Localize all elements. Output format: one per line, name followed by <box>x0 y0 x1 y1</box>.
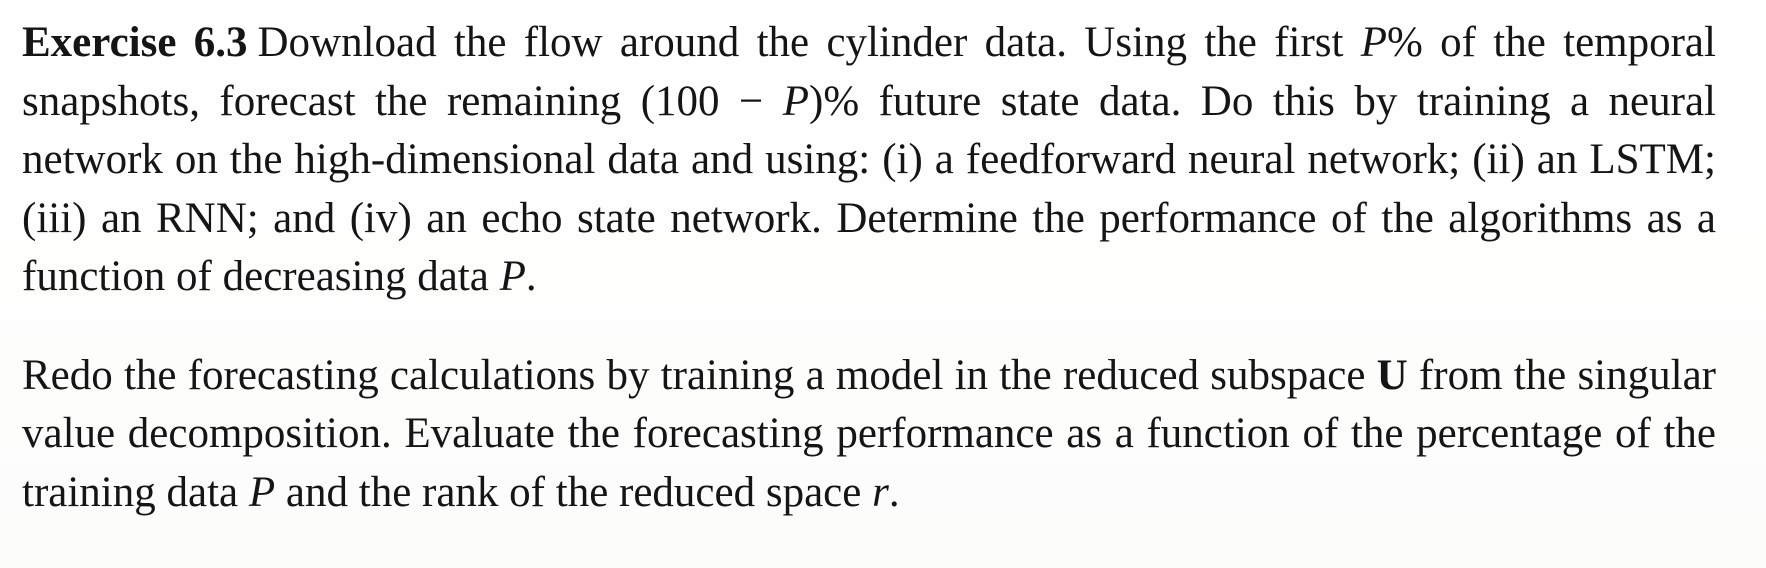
p1-text-2: % of the tem­poral snapshots, forecast t… <box>22 19 1716 125</box>
exercise-paragraph-1: Exercise 6.3 Download the flow around the… <box>22 14 1716 307</box>
p2-text-2: from the singular value decomposition. E… <box>22 351 1716 516</box>
p2-var-r: r <box>872 468 889 516</box>
p2-text-3: and the rank of the reduced space <box>275 468 873 516</box>
p1-text-4: . <box>525 253 537 300</box>
exercise-paragraph-2: Redo the forecasting calculations by tra… <box>22 347 1716 523</box>
p1-text-1: Download the flow around the cylinder da… <box>257 19 1361 66</box>
p1-text-3: )% future state data. Do this by trainin… <box>22 77 1716 301</box>
p2-var-u: U <box>1376 351 1408 399</box>
exercise-label: Exercise 6.3 <box>22 19 248 66</box>
p1-var-p-1: P <box>1360 19 1388 66</box>
p2-var-p: P <box>248 468 276 516</box>
p1-var-p-2: P <box>782 77 809 125</box>
p1-var-p-3: P <box>499 253 526 300</box>
p2-text-4: . <box>888 468 900 516</box>
p2-text-1: Redo the forecasting calculations by tra… <box>22 351 1377 399</box>
